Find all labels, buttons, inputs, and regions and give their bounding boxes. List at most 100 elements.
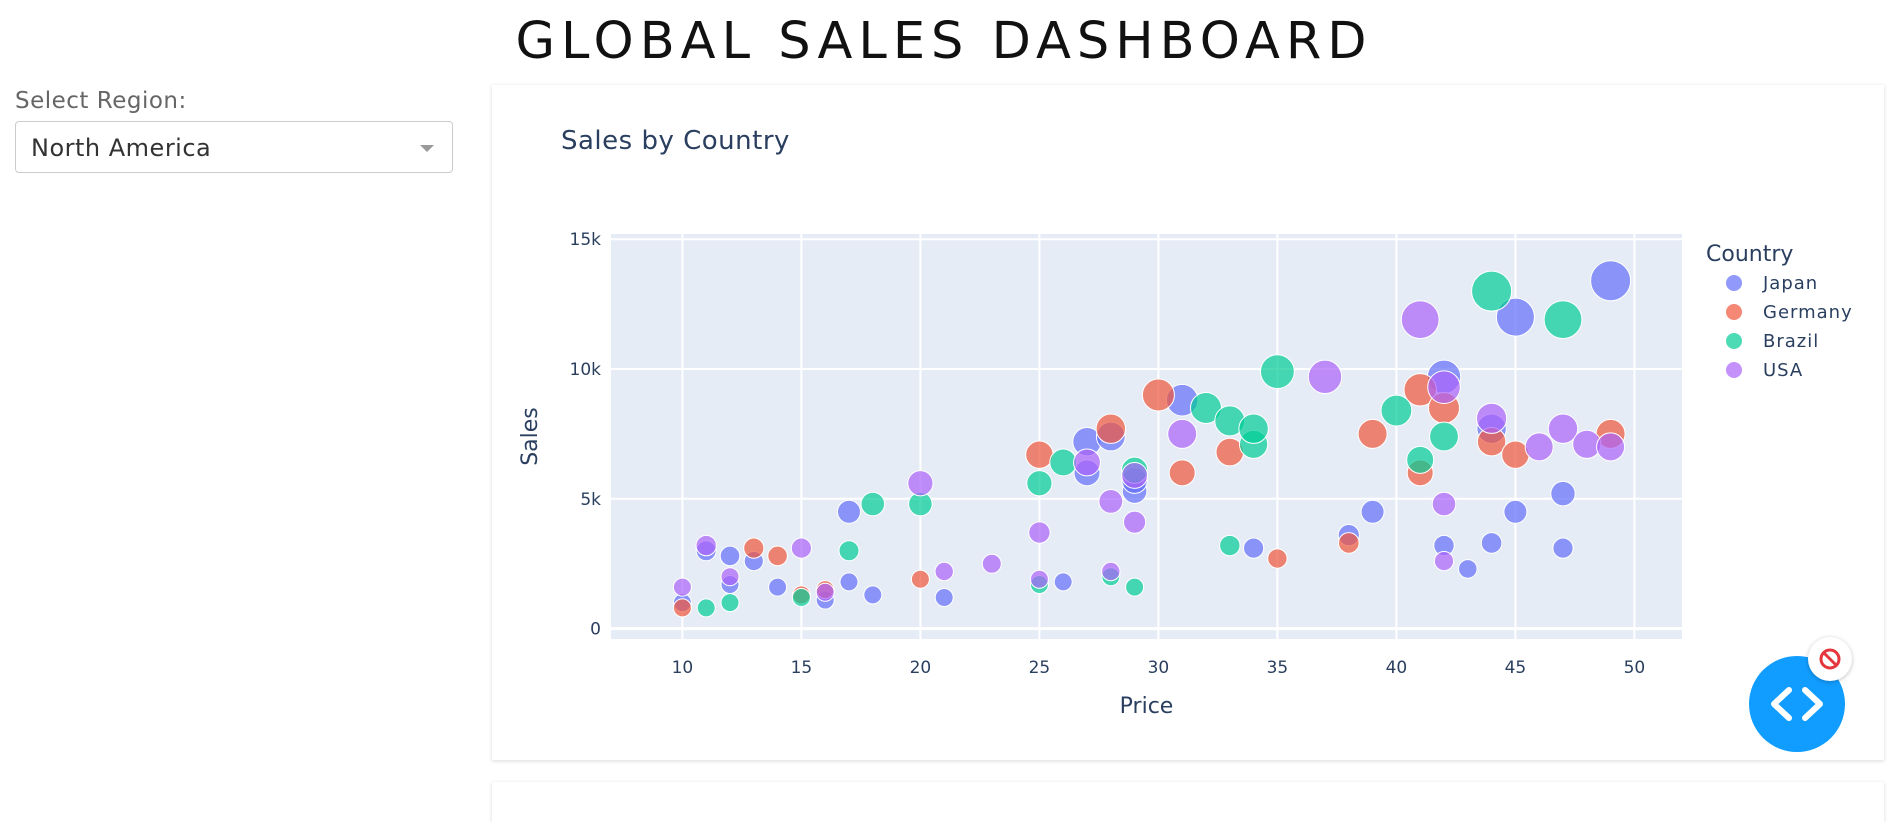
data-point-germany[interactable] (910, 569, 930, 589)
data-point-brazil[interactable] (1380, 394, 1413, 427)
x-tick-label: 50 (1624, 658, 1646, 678)
data-point-japan[interactable] (1458, 559, 1478, 579)
data-point-germany[interactable] (1357, 418, 1388, 449)
data-point-usa[interactable] (1098, 489, 1124, 514)
data-point-germany[interactable] (1025, 440, 1054, 469)
data-point-usa[interactable] (672, 577, 692, 597)
chart-title: Sales by Country (561, 126, 790, 156)
region-dropdown[interactable]: North America (15, 121, 453, 173)
data-point-usa[interactable] (815, 582, 835, 602)
data-point-japan[interactable] (1243, 537, 1265, 559)
chevron-down-icon[interactable] (420, 145, 434, 152)
dashboard-title: GLOBAL SALES DASHBOARD (515, 12, 1373, 71)
data-point-usa[interactable] (1123, 510, 1147, 534)
data-points (672, 260, 1632, 618)
data-point-germany[interactable] (1095, 413, 1126, 444)
data-point-usa[interactable] (695, 534, 717, 557)
data-point-brazil[interactable] (838, 540, 860, 562)
data-point-brazil[interactable] (1125, 577, 1145, 597)
legend-label-brazil[interactable]: Brazil (1763, 331, 1819, 352)
data-point-germany[interactable] (672, 598, 692, 618)
data-point-usa[interactable] (1431, 491, 1457, 517)
data-point-usa[interactable] (1029, 569, 1049, 589)
data-point-brazil[interactable] (720, 593, 740, 613)
data-point-brazil[interactable] (1049, 448, 1078, 477)
sales-scatter-chart[interactable]: Sales by Country 10 15 20 25 30 35 40 45 5005k10… (492, 85, 1884, 760)
legend-label-usa[interactable]: USA (1763, 360, 1803, 381)
data-point-japan[interactable] (863, 585, 883, 605)
data-point-brazil[interactable] (791, 587, 811, 607)
data-point-japan[interactable] (1550, 480, 1576, 507)
data-point-usa[interactable] (1307, 359, 1343, 394)
data-point-usa[interactable] (981, 553, 1002, 574)
data-point-japan[interactable] (1503, 499, 1528, 524)
x-axis-title: Price (1120, 694, 1174, 719)
data-point-brazil[interactable] (696, 598, 716, 618)
x-tick-label: 35 (1267, 658, 1289, 678)
chart-legend: Country Japan Germany Brazil USA (1706, 242, 1853, 381)
data-point-usa[interactable] (1167, 418, 1198, 449)
sales-chart-card: Sales by Country 10 15 20 25 30 35 40 45 50 0 5k 10… (492, 85, 1884, 760)
data-point-usa[interactable] (1427, 370, 1461, 404)
data-point-brazil[interactable] (1219, 534, 1241, 557)
data-point-brazil[interactable] (1238, 413, 1269, 444)
data-point-japan[interactable] (1360, 499, 1385, 524)
y-tick-label: 10k (570, 360, 602, 380)
data-point-usa[interactable] (1400, 300, 1440, 340)
data-point-japan[interactable] (1495, 297, 1535, 337)
y-axis-title: Sales (518, 407, 543, 466)
data-point-usa[interactable] (1476, 402, 1508, 434)
data-point-brazil[interactable] (1471, 270, 1513, 312)
data-point-usa[interactable] (1121, 462, 1148, 489)
data-point-usa[interactable] (720, 567, 740, 587)
data-point-japan[interactable] (768, 577, 788, 597)
x-tick-label: 45 (1505, 658, 1527, 678)
data-point-usa[interactable] (934, 561, 954, 582)
data-point-usa[interactable] (1433, 551, 1455, 572)
data-point-usa[interactable] (1596, 432, 1626, 462)
data-point-brazil[interactable] (1026, 470, 1053, 497)
x-tick-label: 15 (791, 658, 813, 678)
data-point-japan[interactable] (1480, 532, 1503, 554)
data-point-brazil[interactable] (1260, 354, 1295, 389)
data-point-japan[interactable] (1590, 260, 1632, 302)
legend-label-japan[interactable]: Japan (1762, 273, 1818, 294)
data-point-germany[interactable] (1168, 459, 1196, 487)
plot-area[interactable] (611, 234, 1682, 639)
data-point-germany[interactable] (767, 545, 788, 567)
axis-ticks: 10 15 20 25 30 35 40 45 50 0 5k 10k 15k (570, 230, 1646, 678)
data-point-japan[interactable] (837, 499, 861, 524)
data-point-germany[interactable] (1338, 532, 1360, 554)
x-tick-label: 10 (672, 658, 694, 678)
data-point-usa[interactable] (1547, 413, 1579, 444)
x-tick-label: 30 (1148, 658, 1170, 678)
disable-badge-button[interactable] (1808, 637, 1852, 681)
secondary-chart-card (492, 782, 1884, 822)
data-point-germany[interactable] (1141, 378, 1175, 412)
y-tick-label: 5k (580, 490, 601, 510)
data-point-japan[interactable] (1053, 572, 1073, 592)
data-point-japan[interactable] (934, 587, 954, 607)
data-point-usa[interactable] (907, 470, 934, 497)
legend-marker-germany (1726, 304, 1742, 320)
no-entry-icon (1819, 648, 1841, 670)
data-point-usa[interactable] (790, 537, 812, 559)
legend-label-germany[interactable]: Germany (1763, 302, 1853, 323)
legend-marker-brazil (1726, 333, 1742, 349)
data-point-brazil[interactable] (860, 491, 886, 517)
code-icon (1771, 687, 1823, 721)
data-point-usa[interactable] (1101, 561, 1121, 582)
x-tick-label: 25 (1029, 658, 1051, 678)
data-point-japan[interactable] (1552, 537, 1574, 559)
data-point-usa[interactable] (1524, 432, 1554, 462)
data-point-germany[interactable] (1267, 548, 1288, 569)
grid-lines (611, 234, 1682, 639)
data-point-japan[interactable] (719, 545, 741, 567)
data-point-germany[interactable] (743, 537, 765, 559)
data-point-usa[interactable] (1028, 521, 1051, 544)
data-point-usa[interactable] (1073, 448, 1101, 477)
data-point-brazil[interactable] (1429, 421, 1459, 452)
data-point-japan[interactable] (839, 572, 859, 592)
data-point-brazil[interactable] (1543, 300, 1583, 340)
data-point-brazil[interactable] (1406, 445, 1435, 474)
